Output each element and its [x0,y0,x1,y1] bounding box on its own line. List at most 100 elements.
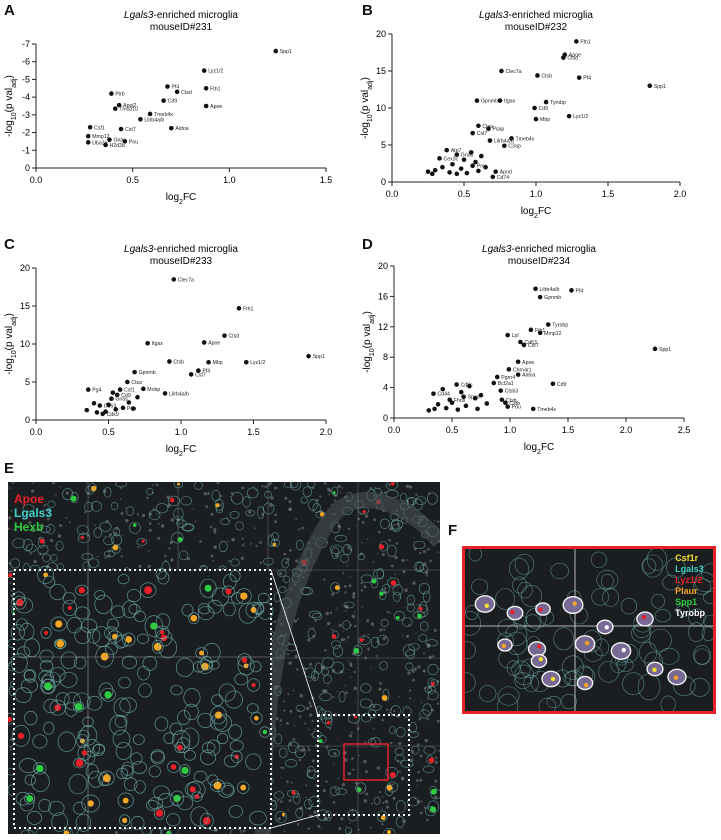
transcript-dot [334,585,340,591]
transcript-dot [604,625,609,630]
data-point [545,322,551,327]
nucleus-speck [386,610,389,613]
nucleus-speck [274,486,278,490]
nucleus-speck [423,806,427,809]
data-label: Gpnmb [481,99,498,105]
nucleus-speck [420,800,423,803]
transcript-dot [381,695,388,701]
nucleus-speck [394,555,398,560]
cell-outline [110,605,126,619]
cell-outline [199,812,214,829]
nucleus-speck [323,482,327,485]
legend-f-item: Plaur [675,586,698,596]
y-tick-label: 4 [383,383,388,393]
nucleus-speck [210,512,214,516]
cell-outline [62,599,78,617]
nucleus-speck [87,496,90,499]
nucleus-speck [203,492,207,496]
cell-outline [359,698,373,709]
cell-outline [85,763,99,779]
nucleus-speck [44,501,47,503]
data-label: Ctsa [131,380,142,386]
nucleus-speck [305,706,310,711]
panel-letter-e: E [4,460,15,477]
nucleus-speck [405,559,408,561]
cell-outline [703,591,713,604]
cell-outline [191,791,203,802]
cell-outline [57,731,76,752]
nucleus-speck [175,515,178,517]
data-point [203,85,209,91]
data-point [97,403,103,408]
nucleus-speck [351,614,356,619]
cell-outline [312,503,321,513]
cell-outline [173,507,184,521]
cell-outline [245,509,255,517]
cell-outline [393,610,405,621]
cell-outline [427,492,438,505]
panel-letter-a: A [4,2,15,19]
cell-outline [225,690,243,709]
cell-outline [361,712,372,723]
nucleus-speck [428,492,431,495]
cell-outline [211,489,221,502]
cell-outline [167,495,181,507]
data-point [107,137,112,142]
cell-outline [220,518,231,526]
nucleus-speck [361,606,363,608]
cell-outline [180,496,192,506]
nucleus-speck [384,799,389,804]
y-axis-label-part: -log [4,358,15,375]
transcript-dot [225,588,232,595]
y-tick-label: -1 [22,145,30,155]
transcript-dot [80,535,85,540]
nucleus-speck [378,687,382,691]
cell-outline [142,655,158,671]
cell-outline [314,662,323,675]
nucleus-speck [37,528,40,531]
y-axis-label-sub: 10 [11,350,18,358]
transcript-dot [100,652,109,661]
data-label: Cd9 [557,382,567,388]
cell-outline [389,726,396,735]
nucleus-speck [344,685,346,687]
nucleus-speck [387,483,391,486]
data-point [87,124,93,130]
cell-outline [412,611,425,620]
cell-outline [92,744,105,756]
cell-outline [651,593,665,609]
nucleus-speck [336,690,338,693]
y-axis-label: -log10(p valadj) [362,311,376,373]
cell-outline [420,621,429,632]
data-point [502,143,507,149]
data-point [443,405,449,411]
data-label: Gnas [461,153,474,159]
cell-outline [177,710,191,725]
transcript-dot [166,830,171,834]
cell-outline [415,496,427,505]
transcript-dot [74,702,83,711]
data-point [165,84,170,89]
nucleus-speck [413,547,417,551]
nucleus-speck [330,796,333,798]
y-axis-label: -log10(p valadj) [360,77,374,139]
data-label: Pf4 [202,369,210,375]
data-point [273,48,279,54]
cell-outline [638,641,657,664]
data-point [530,406,536,412]
cell-outline [15,597,34,614]
nucleus-speck [287,693,290,696]
y-axis-label-sub: 10 [11,112,18,120]
nucleus-speck [378,530,381,534]
data-point [145,340,150,346]
nucleus-speck [264,485,268,489]
cell-outline [302,486,313,498]
data-label: Gnas [113,138,126,144]
cell-outline [391,518,400,531]
nucleus-speck [379,681,382,685]
nucleus-speck [278,571,283,576]
cell-outline [153,785,170,800]
y-tick-label: 0 [383,413,388,423]
y-axis-label-part: (p val [360,90,371,114]
cell-outline [279,747,288,759]
